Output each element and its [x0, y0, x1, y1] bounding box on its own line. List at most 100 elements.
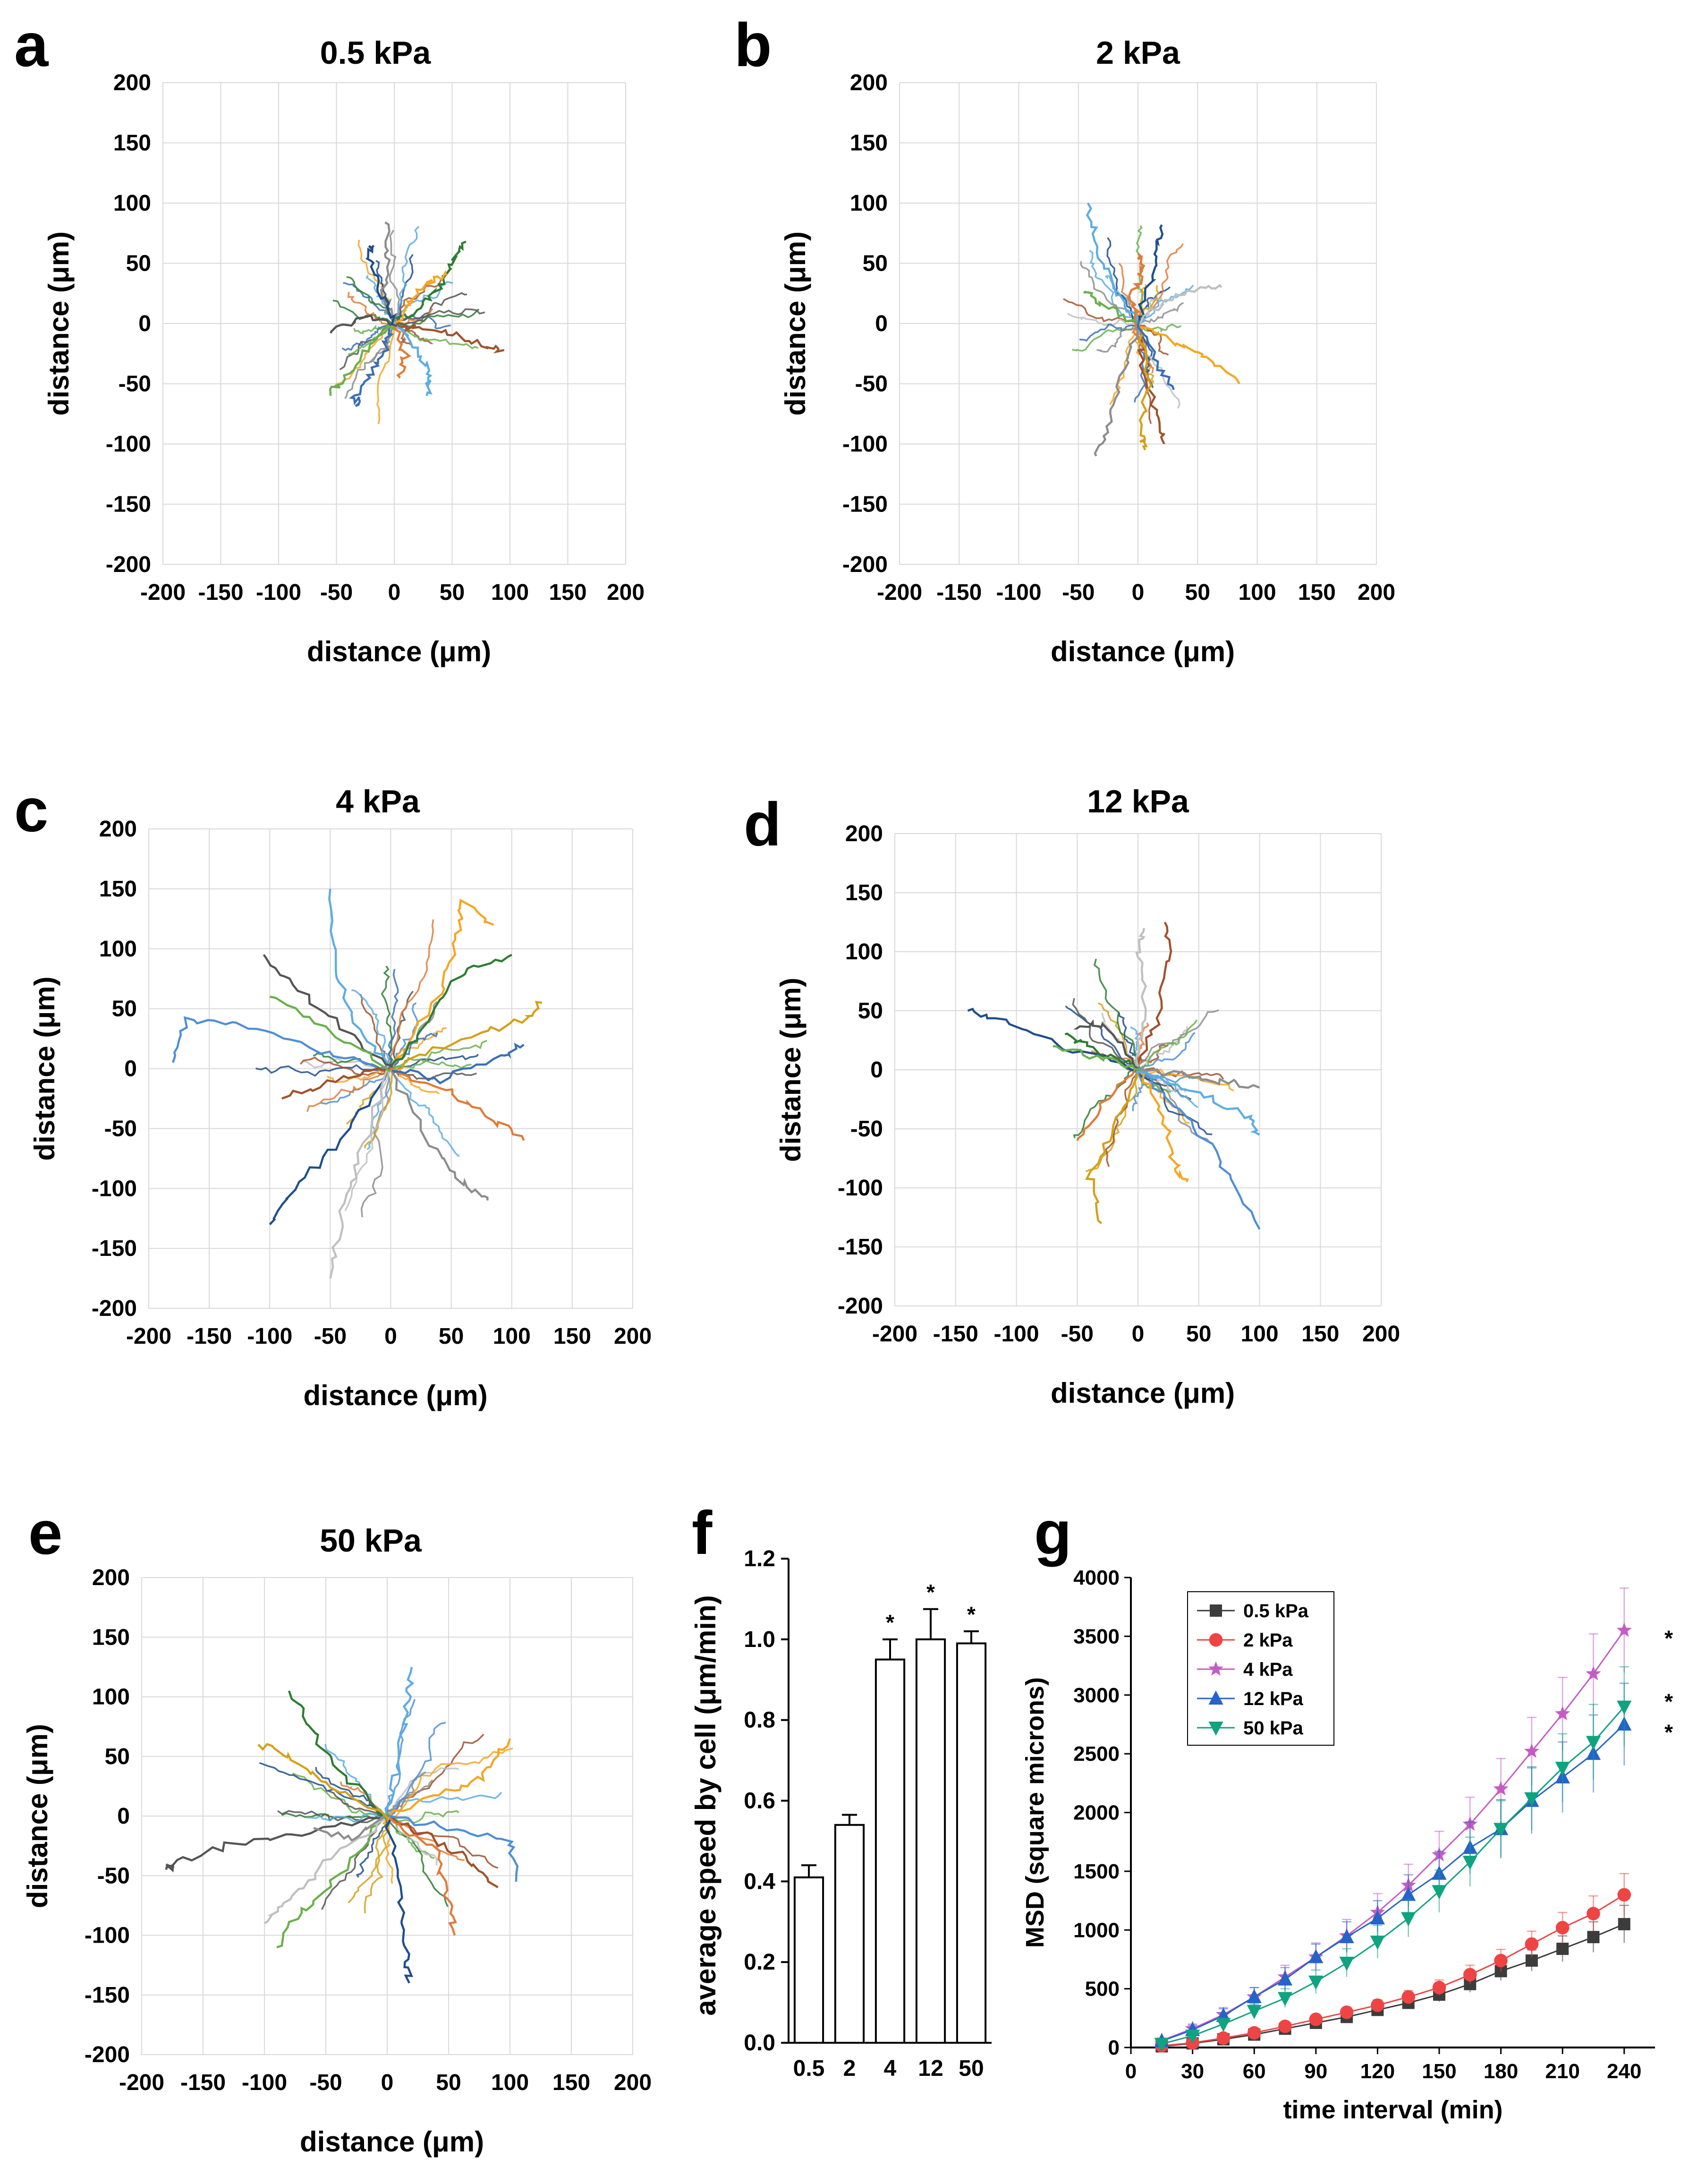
- data-point: [1216, 2018, 1231, 2032]
- cell-track: [387, 1815, 499, 1869]
- cell-track: [1093, 958, 1139, 1071]
- x-tick-label: 150: [552, 2070, 590, 2095]
- y-axis-label: distance (μm): [29, 976, 60, 1160]
- cell-track: [386, 1816, 449, 1907]
- y-tick-label: 150: [113, 131, 151, 156]
- cell-track: [393, 270, 448, 328]
- cell-track: [306, 1812, 388, 1823]
- cell-track: [394, 308, 485, 326]
- x-tick-label: 0: [1132, 580, 1145, 605]
- y-axis-label: distance (μm): [22, 1724, 53, 1908]
- significance-star: *: [1664, 1720, 1673, 1744]
- y-tick-label: 200: [92, 1565, 130, 1590]
- bar: [793, 1876, 824, 2044]
- x-tick-label: 50: [440, 580, 465, 605]
- cell-track: [1138, 302, 1184, 324]
- x-tick-label: 0: [1132, 1322, 1145, 1347]
- data-point: [1493, 1781, 1509, 1796]
- data-point: [1278, 2019, 1292, 2033]
- cell-track: [330, 314, 398, 334]
- data-point: [1339, 1956, 1354, 1971]
- cell-track: [394, 292, 467, 324]
- cell-track: [364, 1816, 390, 1914]
- legend-label: 4 kPa: [1243, 1659, 1293, 1680]
- cell-track: [388, 954, 512, 1070]
- x-tick-label: 50: [436, 2070, 461, 2095]
- y-tick-label: 150: [99, 877, 137, 902]
- y-tick-label: 2000: [1073, 1801, 1120, 1825]
- series-line: [1161, 1706, 1625, 2045]
- data-point: [1339, 1929, 1354, 1944]
- x-axis-label: distance (μm): [1051, 1377, 1235, 1409]
- cell-track: [329, 1066, 389, 1279]
- cell-track: [1136, 284, 1223, 328]
- cell-track: [393, 322, 433, 396]
- cell-track: [1140, 1068, 1260, 1089]
- legend-label: 12 kPa: [1243, 1689, 1304, 1709]
- x-tick-label: 150: [549, 580, 586, 605]
- cell-track: [384, 1666, 415, 1815]
- data-point: [1617, 1700, 1632, 1715]
- cell-track: [370, 323, 396, 363]
- cell-track: [393, 226, 420, 324]
- cell-track: [1138, 1066, 1261, 1230]
- cell-track: [387, 969, 399, 1069]
- panel-label-b: b: [734, 10, 772, 79]
- data-point: [1209, 1633, 1223, 1647]
- cell-track: [263, 954, 393, 1067]
- cell-track: [387, 1810, 459, 1824]
- y-tick-label: -50: [119, 372, 151, 397]
- cell-track: [380, 221, 398, 322]
- cell-track: [1137, 320, 1175, 391]
- x-tick-label: 50: [959, 2056, 984, 2081]
- x-tick-label: 240: [1607, 2060, 1641, 2083]
- y-tick-label: -100: [106, 432, 151, 457]
- y-tick-label: -200: [842, 552, 888, 577]
- x-tick-label: 0: [381, 2070, 394, 2095]
- data-point: [1463, 1968, 1477, 1982]
- y-tick-label: 3000: [1073, 1684, 1120, 1707]
- y-tick-label: 100: [850, 191, 888, 216]
- y-tick-label: 0: [870, 1058, 883, 1083]
- data-point: [1277, 1971, 1293, 1986]
- y-tick-label: -100: [838, 1176, 883, 1201]
- y-tick-label: 4000: [1073, 1566, 1120, 1589]
- cell-track: [359, 994, 392, 1069]
- y-tick-label: 50: [858, 998, 883, 1024]
- x-tick-label: 200: [1362, 1322, 1400, 1347]
- y-tick-label: -150: [842, 492, 888, 517]
- data-point: [1401, 1990, 1415, 2004]
- x-tick-label: -150: [198, 580, 243, 605]
- cell-track: [393, 326, 412, 379]
- cell-track: [360, 1068, 391, 1218]
- y-tick-label: 0.6: [744, 1789, 775, 1814]
- x-tick-label: 150: [1422, 2060, 1456, 2083]
- y-tick-label: -150: [85, 1983, 130, 2008]
- data-point: [1247, 2005, 1262, 2019]
- y-tick-label: 0.0: [744, 2030, 775, 2056]
- x-tick-label: 100: [1238, 580, 1276, 605]
- cell-track: [1137, 1069, 1213, 1135]
- cell-track: [281, 1067, 391, 1100]
- cell-track: [365, 274, 395, 324]
- significance-star: *: [1664, 1689, 1673, 1714]
- cell-track: [390, 1067, 440, 1095]
- cell-track: [1076, 1068, 1137, 1141]
- series-line: [1161, 1723, 1625, 2042]
- cell-track: [391, 1059, 472, 1070]
- cell-track: [1135, 928, 1147, 1071]
- y-tick-label: -150: [92, 1236, 137, 1261]
- panel-c-title: 4 kPa: [336, 784, 420, 819]
- y-tick-label: -100: [842, 432, 888, 457]
- cell-track: [386, 1814, 519, 1882]
- significance-star: *: [886, 1610, 894, 1635]
- cell-track: [1138, 243, 1184, 324]
- x-tick-label: 2: [843, 2056, 856, 2081]
- y-tick-label: 0.4: [744, 1869, 775, 1894]
- x-tick-label: -50: [1062, 580, 1095, 605]
- x-tick-label: 200: [614, 1324, 652, 1349]
- cell-track: [328, 888, 390, 1067]
- cell-track: [387, 1747, 513, 1817]
- x-tick-label: 12: [918, 2056, 943, 2081]
